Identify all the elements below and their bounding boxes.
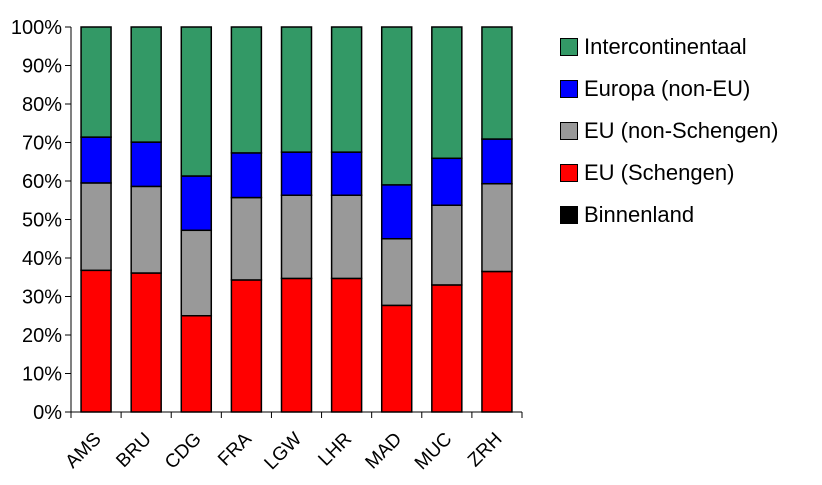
legend-swatch-binnenland (560, 206, 578, 224)
x-tick-label-fra: FRA (214, 428, 256, 470)
y-tick-label: 30% (22, 287, 62, 309)
legend-label-binnenland: Binnenland (584, 202, 695, 227)
legend-item-eu-non-schengen: EU (non-Schengen) (560, 110, 778, 152)
bar-segment-ams-europa-non-eu (80, 136, 112, 184)
bar-segment-muc-europa-non-eu (431, 157, 463, 206)
legend-label-eu-non-schengen: EU (non-Schengen) (584, 118, 779, 143)
legend-label-intercontinentaal: Intercontinentaal (584, 34, 747, 59)
legend-item-europa-non-eu: Europa (non-EU) (560, 68, 778, 110)
bar-segment-mad-eu-non-schengen (380, 238, 413, 307)
bar-segment-bru-europa-non-eu (130, 141, 162, 188)
bar-segment-zrh-europa-non-eu (481, 138, 513, 185)
bar-segment-fra-europa-non-eu (230, 152, 263, 199)
bar-segment-fra-eu-non-schengen (230, 196, 263, 281)
bar-segment-mad-eu-schengen (380, 304, 413, 413)
bar-segment-lgw-eu-non-schengen (280, 194, 313, 280)
legend-item-eu-schengen: EU (Schengen) (560, 152, 778, 194)
y-tick-label: 0% (33, 402, 62, 424)
x-tick-label-bru: BRU (112, 429, 155, 472)
x-tick-label-ams: AMS (62, 429, 106, 473)
y-tick-label: 10% (22, 364, 62, 386)
x-tick-label-zrh: ZRH (464, 429, 506, 471)
y-tick-label: 80% (22, 94, 62, 116)
bar-segment-lhr-europa-non-eu (330, 151, 363, 197)
bar-segment-lhr-eu-non-schengen (330, 194, 363, 280)
bar-segment-bru-eu-schengen (130, 272, 162, 413)
bar-segment-lhr-eu-schengen (330, 277, 363, 413)
legend-swatch-europa-non-eu (560, 80, 578, 98)
x-tick-label-lhr: LHR (314, 429, 356, 471)
bar-segment-zrh-intercontinentaal (481, 26, 513, 140)
y-tick-label: 70% (22, 133, 62, 155)
bar-segment-fra-intercontinentaal (230, 26, 263, 154)
bar-segment-mad-intercontinentaal (380, 26, 413, 186)
chart-legend: Intercontinentaal Europa (non-EU) EU (non-… (560, 26, 778, 236)
bar-segment-muc-eu-schengen (431, 284, 463, 413)
legend-swatch-eu-non-schengen (560, 122, 578, 140)
x-tick-label-cdg: CDG (161, 429, 206, 474)
bar-segment-ams-eu-non-schengen (80, 182, 112, 272)
y-tick-label: 90% (22, 56, 62, 78)
x-tick-label-muc: MUC (411, 429, 456, 474)
bar-segment-lgw-eu-schengen (280, 277, 313, 413)
bar-segment-bru-intercontinentaal (130, 26, 162, 143)
bar-segment-ams-intercontinentaal (80, 26, 112, 138)
bar-segment-cdg-intercontinentaal (180, 26, 213, 177)
bar-segment-cdg-eu-non-schengen (180, 229, 213, 317)
bar-segment-mad-europa-non-eu (380, 184, 413, 240)
y-tick-label: 60% (22, 171, 62, 193)
bar-segment-lgw-europa-non-eu (280, 151, 313, 197)
bar-segment-muc-eu-non-schengen (431, 204, 463, 286)
legend-label-europa-non-eu: Europa (non-EU) (584, 76, 751, 101)
bar-segment-lgw-intercontinentaal (280, 26, 313, 153)
bar-segment-fra-eu-schengen (230, 279, 263, 413)
bar-segment-bru-eu-non-schengen (130, 185, 162, 274)
x-tick-label-lgw: LGW (261, 429, 306, 474)
legend-item-intercontinentaal: Intercontinentaal (560, 26, 778, 68)
bar-segment-zrh-eu-schengen (481, 270, 513, 413)
y-tick-label: 20% (22, 325, 62, 347)
x-tick-label-mad: MAD (362, 429, 407, 474)
bar-segment-zrh-eu-non-schengen (481, 182, 513, 273)
legend-label-eu-schengen: EU (Schengen) (584, 160, 735, 185)
legend-swatch-eu-schengen (560, 164, 578, 182)
bar-segment-cdg-eu-schengen (180, 315, 213, 413)
y-tick-label: 40% (22, 248, 62, 270)
legend-swatch-intercontinentaal (560, 38, 578, 56)
bar-segment-muc-intercontinentaal (431, 26, 463, 160)
plot-area: 0% 10% 20% 30% 40% 50% 60% 70% 80% 90% 100% AMS BRU C… (11, 17, 523, 474)
y-tick-label: 100% (11, 17, 62, 39)
bar-segment-ams-eu-schengen (80, 269, 112, 413)
bar-segment-lhr-intercontinentaal (330, 26, 363, 153)
legend-item-binnenland: Binnenland (560, 194, 778, 236)
y-tick-label: 50% (22, 210, 62, 232)
bar-segment-cdg-europa-non-eu (180, 175, 213, 232)
